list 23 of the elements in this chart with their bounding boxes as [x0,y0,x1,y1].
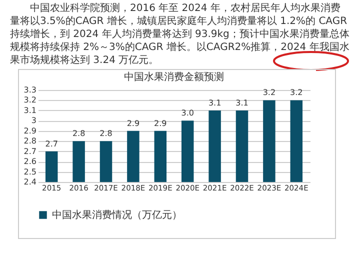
y-tick-label: 2.7 [24,146,36,156]
data-label: 2.7 [45,139,58,148]
data-label: 3.1 [208,98,222,108]
y-tick-label: 2.4 [24,178,36,186]
y-tick-label: 3.1 [24,106,36,115]
data-label: 3.0 [181,108,194,118]
y-tick-label: 3.3 [24,86,36,94]
legend-label: 中国水果消费情况（万亿元） [52,209,182,221]
y-tick-label: 2.5 [24,167,36,176]
y-tick-label: 2.8 [24,136,36,146]
data-label: 2.8 [72,129,86,138]
y-tick-label: 3.2 [24,96,36,105]
chart-title: 中国水果消费金额预测 [124,71,224,83]
text: 中国农业科学院预测，2016 年至 2024 年，农村居民年人均水果消费量将以3.5%的CAGR 增长，城镇居民家庭年人均消费量将以 1.2%的 CAGR 持续增长，到 2024 年人均消费量将达到 93.9kg；预计中国水果消费量总体规模将持续保持 2%～3%的CAGR 增长。以CAGR2%推算，2024 年我国水果市场规模将达到 3.24 万亿元。 [10,2,350,67]
data-label: 3.2 [262,88,276,98]
y-tick-label: 2.9 [24,126,36,136]
data-label: 2.9 [154,118,167,128]
data-label: 2.9 [126,118,140,128]
y-tick-label: 3 [31,116,36,126]
data-label: 2.8 [100,129,112,138]
y-tick-label: 2.6 [24,157,36,166]
data-label: 3.2 [290,88,303,98]
data-label: 3.1 [236,98,248,108]
